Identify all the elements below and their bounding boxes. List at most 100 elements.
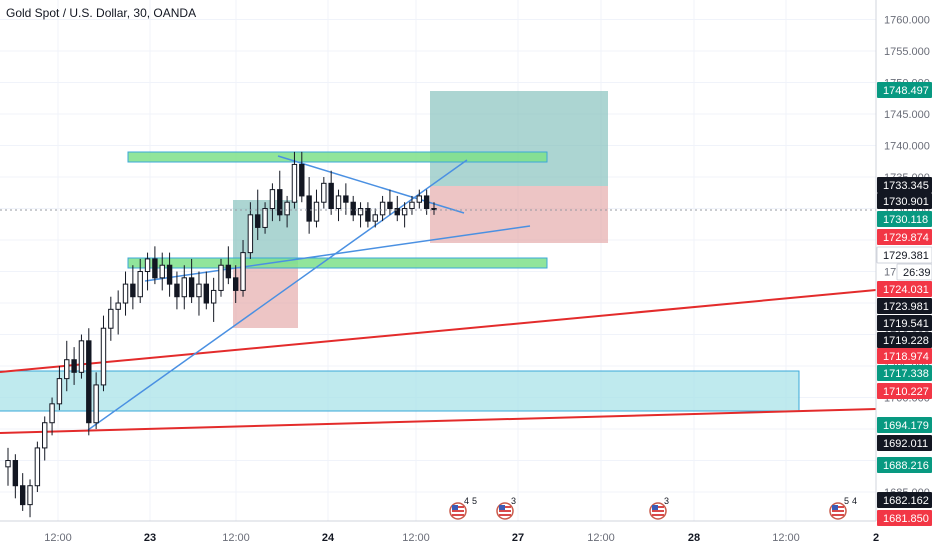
price-label-box[interactable] [877, 332, 932, 348]
candle-body[interactable] [387, 201, 393, 210]
candle-body[interactable] [56, 378, 63, 405]
price-label: 1748.497 [883, 85, 929, 97]
candle-body[interactable] [144, 258, 151, 273]
candle-body[interactable] [365, 208, 371, 222]
candle-body[interactable] [86, 340, 92, 424]
candle-body[interactable] [166, 264, 173, 285]
candle-body[interactable] [401, 208, 408, 216]
trend-line-blue-rising[interactable] [87, 159, 468, 431]
candle-body[interactable] [409, 201, 415, 210]
candle-body[interactable] [291, 163, 298, 203]
candle-body[interactable] [247, 214, 254, 254]
candle-body[interactable] [108, 308, 114, 329]
price-label-box[interactable] [896, 263, 932, 281]
price-label: 1681.850 [883, 513, 929, 525]
x-tick-label: 23 [144, 532, 156, 544]
price-label-box[interactable] [877, 365, 932, 381]
candle-body[interactable] [5, 460, 11, 468]
trend-line-red-lower[interactable] [0, 408, 877, 434]
candle-body[interactable] [232, 277, 239, 291]
trend-line-blue-support[interactable] [144, 225, 531, 282]
long-position-stop[interactable] [430, 186, 608, 243]
candle-body[interactable] [431, 208, 437, 211]
price-label-box[interactable] [877, 457, 932, 473]
candle-body[interactable] [277, 189, 283, 216]
candle-body[interactable] [181, 277, 187, 298]
economic-event-flag-icon[interactable] [449, 502, 467, 520]
candle-body[interactable] [284, 201, 290, 216]
price-label-box[interactable] [877, 177, 932, 193]
candle-body[interactable] [188, 277, 195, 298]
candle-body[interactable] [71, 359, 77, 373]
candle-body[interactable] [225, 264, 232, 279]
candle-body[interactable] [49, 403, 55, 424]
candle-body[interactable] [34, 447, 41, 487]
candle-body[interactable] [130, 283, 136, 298]
candle-body[interactable] [313, 201, 320, 222]
candle-body[interactable] [152, 258, 158, 279]
price-label-box[interactable] [877, 417, 932, 433]
candle-body[interactable] [328, 182, 334, 210]
support-zone-cyan[interactable] [0, 370, 800, 412]
event-count-badge: 3 [511, 496, 516, 506]
candle-body[interactable] [210, 289, 217, 304]
trend-line-blue-falling[interactable] [277, 155, 465, 214]
price-label-box[interactable] [877, 211, 932, 227]
candle-body[interactable] [262, 208, 268, 228]
candle-body[interactable] [27, 485, 33, 506]
candle-body[interactable] [321, 182, 327, 203]
candle-body[interactable] [416, 195, 423, 203]
candle-body[interactable] [100, 327, 107, 386]
candle-body[interactable] [306, 195, 312, 222]
economic-event-flag-icon[interactable] [829, 502, 847, 520]
economic-event-flag-icon[interactable] [496, 502, 514, 520]
price-label-box[interactable] [877, 82, 932, 98]
price-label-box[interactable] [876, 246, 932, 264]
candle-body[interactable] [174, 283, 180, 298]
candle-body[interactable] [379, 201, 386, 216]
candle-body[interactable] [423, 195, 430, 210]
candle-body[interactable] [19, 485, 26, 506]
price-label-box[interactable] [877, 193, 932, 209]
candle-body[interactable] [115, 302, 121, 310]
price-label-box[interactable] [877, 435, 932, 451]
trend-line-red-upper[interactable] [0, 289, 877, 373]
price-label-box[interactable] [877, 281, 932, 297]
candle-body[interactable] [137, 271, 143, 298]
long-position-target[interactable] [430, 91, 608, 186]
candle-body[interactable] [12, 460, 19, 487]
candle-body[interactable] [343, 195, 349, 203]
candle-body[interactable] [78, 340, 85, 373]
candle-body[interactable] [394, 208, 400, 216]
candle-body[interactable] [122, 283, 129, 304]
candle-body[interactable] [93, 384, 99, 424]
candle-body[interactable] [64, 359, 70, 380]
candle-body[interactable] [218, 264, 224, 291]
candle-body[interactable] [372, 214, 378, 222]
candle-body[interactable] [203, 283, 210, 304]
price-label-box[interactable] [877, 510, 932, 526]
resistance-zone[interactable] [127, 151, 548, 163]
candle-body[interactable] [240, 252, 246, 291]
candle-body[interactable] [335, 195, 342, 210]
price-label-box[interactable] [877, 229, 932, 245]
candle-body[interactable] [42, 422, 48, 449]
candle-body[interactable] [269, 189, 276, 210]
time-axis[interactable] [0, 521, 876, 550]
candle-body[interactable] [299, 163, 305, 197]
candle-body[interactable] [159, 264, 165, 279]
price-label-box[interactable] [877, 348, 932, 364]
x-tick-label: 12:00 [772, 532, 800, 544]
candle-body[interactable] [350, 201, 356, 216]
economic-event-flag-icon[interactable] [649, 502, 667, 520]
price-label-box[interactable] [877, 298, 932, 314]
candle-body[interactable] [357, 208, 364, 216]
candle-body[interactable] [255, 214, 261, 228]
price-label-box[interactable] [877, 492, 932, 508]
candle-body[interactable] [196, 283, 202, 298]
support-zone[interactable] [127, 257, 548, 269]
price-label-box[interactable] [877, 315, 932, 331]
price-label-box[interactable] [877, 383, 932, 399]
